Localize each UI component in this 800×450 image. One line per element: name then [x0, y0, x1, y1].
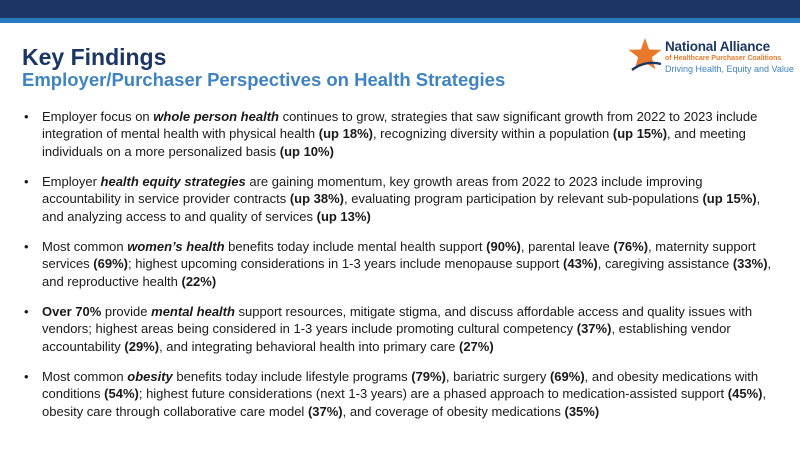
text-run: ; highest future considerations (next 1-…	[138, 386, 728, 402]
text-run: Employer focus on	[42, 109, 154, 124]
stat-value: (43%)	[563, 256, 598, 272]
stat-value: (37%)	[307, 403, 343, 419]
stat-value: (54%)	[104, 386, 139, 402]
stat-value: (79%)	[411, 369, 446, 385]
text-run: , and coverage of obesity medications	[342, 403, 565, 419]
text-run: , bariatric surgery	[445, 369, 550, 385]
finding-obesity: Most common obesity benefits today inclu…	[22, 368, 782, 420]
top-accent-stripe	[0, 18, 800, 23]
stat-value: (45%)	[727, 386, 763, 402]
page-title: Key Findings	[22, 44, 167, 70]
page-subtitle: Employer/Purchaser Perspectives on Healt…	[22, 69, 506, 90]
text-run: , parental leave	[520, 239, 614, 255]
stat-value: (up 15%)	[702, 191, 757, 207]
finding-mental-health: Over 70% provide mental health support r…	[22, 303, 782, 355]
emphasis-term: whole person health	[153, 109, 279, 124]
stat-value: (69%)	[549, 369, 585, 385]
text-run: , caregiving assistance	[597, 256, 733, 272]
stat-value: Over 70%	[42, 304, 102, 320]
text-run: , and obesity medications with condition…	[42, 369, 759, 402]
stat-value: (37%)	[576, 321, 612, 337]
star-icon	[628, 38, 662, 71]
stat-value: (76%)	[613, 239, 649, 255]
text-run: , recognizing diversity within a populat…	[372, 126, 613, 142]
national-alliance-logo: National Alliance of Healthcare Purchase…	[628, 36, 796, 80]
stat-value: (22%)	[181, 273, 217, 289]
stat-value: (up 10%)	[279, 143, 334, 159]
text-run: , and reproductive health	[42, 256, 772, 289]
text-run: Most common	[42, 239, 128, 255]
text-run: provide	[101, 304, 152, 320]
emphasis-term: obesity	[127, 369, 173, 385]
text-run: Most common	[42, 369, 128, 385]
stat-value: (up 13%)	[316, 208, 371, 224]
text-run: , maternity support services	[42, 239, 756, 272]
logo-tagline: Driving Health, Equity and Value	[665, 64, 794, 74]
stat-value: (33%)	[732, 256, 768, 272]
emphasis-term: mental health	[151, 304, 235, 320]
text-run: , and integrating behavioral health into…	[159, 338, 459, 354]
text-run: benefits today include lifestyle program…	[172, 369, 412, 385]
text-run: ; highest upcoming considerations in 1-3…	[127, 256, 564, 272]
top-banner-bar	[0, 0, 800, 18]
findings-list: Employer focus on whole person health co…	[22, 108, 782, 433]
text-run: , evaluating program participation by re…	[344, 191, 703, 207]
text-run: , and analyzing access to and quality of…	[42, 191, 761, 224]
text-run: benefits today include mental health sup…	[224, 239, 487, 255]
text-run: , and meeting individuals on a more pers…	[42, 126, 746, 159]
emphasis-term: women’s health	[127, 239, 225, 255]
text-run: , obesity care through collaborative car…	[42, 386, 767, 419]
stat-value: (35%)	[564, 403, 600, 419]
text-run: support resources, mitigate stigma, and …	[42, 304, 753, 337]
finding-whole-person-health: Employer focus on whole person health co…	[22, 108, 782, 160]
stat-value: (up 38%)	[289, 191, 345, 207]
stat-value: (27%)	[458, 338, 494, 354]
text-run: continues to grow, strategies that saw s…	[42, 109, 758, 142]
stat-value: (90%)	[486, 239, 521, 255]
stat-value: (up 18%)	[318, 126, 373, 142]
text-run: are gaining momentum, key growth areas f…	[42, 174, 703, 207]
finding-health-equity: Employer health equity strategies are ga…	[22, 173, 782, 225]
emphasis-term: health equity strategies	[100, 174, 246, 190]
text-run: Employer	[42, 174, 101, 190]
logo-name: National Alliance	[665, 39, 770, 54]
stat-value: (69%)	[93, 256, 128, 272]
logo-subname: of Healthcare Purchaser Coalitions	[665, 55, 782, 62]
finding-womens-health: Most common women’s health benefits toda…	[22, 238, 782, 290]
text-run: , establishing vendor accountability	[42, 321, 731, 354]
stat-value: (29%)	[124, 338, 160, 354]
stat-value: (up 15%)	[612, 126, 668, 142]
